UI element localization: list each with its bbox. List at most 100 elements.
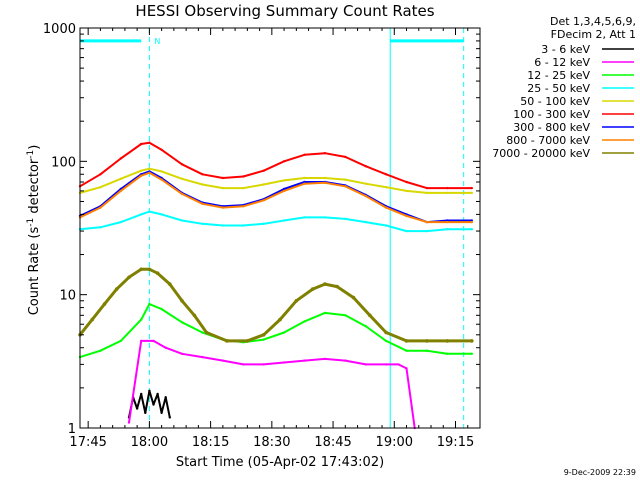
y-axis-label-end: ) <box>27 145 42 150</box>
data-point <box>221 359 225 362</box>
y-axis-tick-labels: 1 10 100 1000 <box>43 22 76 437</box>
data-point <box>405 214 408 218</box>
data-point <box>160 213 163 216</box>
plot-frame <box>79 27 481 429</box>
data-point <box>364 363 367 366</box>
legend-header-line-2: FDecim 2, Att 1 <box>551 28 636 41</box>
legend-label: 25 - 50 keV <box>527 82 590 95</box>
data-point <box>201 222 204 225</box>
data-point <box>405 349 408 352</box>
data-point <box>368 313 372 318</box>
y-axis-label-sup2: -1 <box>26 150 36 159</box>
data-point <box>303 180 306 184</box>
data-point <box>140 174 143 177</box>
y-tick-label: 1 <box>68 422 76 437</box>
data-point <box>140 169 143 172</box>
data-point <box>242 175 245 178</box>
data-point <box>148 210 151 213</box>
data-point <box>303 216 306 219</box>
x-tick-label: 18:15 <box>192 435 229 450</box>
data-point <box>160 178 163 181</box>
data-point <box>446 220 449 224</box>
data-point <box>140 213 143 216</box>
data-point <box>242 363 245 366</box>
x-tick-label: 18:45 <box>314 435 351 450</box>
series-line-3 <box>79 303 472 359</box>
data-point <box>99 206 102 209</box>
data-point <box>180 219 184 222</box>
data-point <box>262 338 265 341</box>
data-point <box>282 189 286 193</box>
data-point <box>140 392 143 396</box>
data-point <box>148 171 151 174</box>
data-point <box>262 199 265 202</box>
data-point <box>282 219 286 222</box>
data-point <box>99 349 102 352</box>
chart-title: HESSI Observing Summary Count Rates <box>135 2 434 20</box>
series-line-5 <box>79 167 472 194</box>
data-point <box>470 352 473 355</box>
data-point <box>344 185 347 188</box>
data-point <box>160 148 163 151</box>
data-point <box>404 339 409 343</box>
data-point <box>351 295 356 300</box>
data-point <box>364 325 367 328</box>
data-point <box>364 194 367 198</box>
data-point <box>425 220 429 224</box>
data-point <box>245 339 250 343</box>
data-point <box>310 287 315 291</box>
data-point <box>180 192 184 196</box>
data-point <box>282 179 286 182</box>
legend-label: 100 - 300 keV <box>513 108 590 121</box>
series-line-9 <box>78 267 472 343</box>
data-point <box>147 267 152 272</box>
data-point <box>201 355 204 359</box>
data-point <box>135 407 139 410</box>
data-point <box>180 352 184 355</box>
data-point <box>335 284 339 289</box>
data-point <box>323 311 327 315</box>
data-point <box>221 206 225 209</box>
data-point <box>384 363 388 366</box>
data-point <box>261 333 266 337</box>
data-point <box>164 346 167 349</box>
y-axis-label-mid: detector <box>27 158 42 218</box>
data-point <box>242 186 245 190</box>
y-axis-label-main: Count Rate (s <box>27 227 42 316</box>
data-point <box>425 339 429 343</box>
x-axis-label: Start Time (05-Apr-02 17:43:02) <box>176 455 384 470</box>
x-tick-label: 19:15 <box>437 435 474 450</box>
data-point <box>180 299 184 303</box>
data-point <box>323 357 327 361</box>
data-point <box>201 331 204 334</box>
series-group <box>78 141 474 430</box>
data-point <box>152 339 155 343</box>
x-tick-label: 18:30 <box>253 435 290 450</box>
y-tick-label: 10 <box>59 289 76 304</box>
data-point <box>364 220 367 224</box>
data-point <box>160 170 163 173</box>
data-point <box>303 359 306 362</box>
series-line-4 <box>79 210 472 233</box>
data-point <box>323 181 327 184</box>
y-tick-label: 100 <box>51 155 76 170</box>
data-point <box>470 339 474 343</box>
data-point <box>303 176 306 180</box>
data-point <box>303 153 306 156</box>
data-point <box>384 330 388 335</box>
data-point <box>294 299 299 303</box>
data-point <box>405 229 408 233</box>
data-point <box>119 157 123 160</box>
data-point <box>405 180 408 184</box>
data-point <box>99 226 102 229</box>
data-point <box>262 363 265 366</box>
data-point <box>144 411 147 414</box>
data-point <box>201 183 204 186</box>
data-point <box>180 177 184 180</box>
data-point <box>168 282 172 286</box>
data-point <box>99 173 102 176</box>
data-point <box>139 267 143 272</box>
data-point <box>99 186 102 189</box>
data-point <box>470 186 473 190</box>
